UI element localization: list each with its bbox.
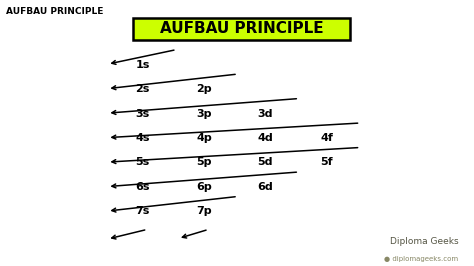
Text: ● diplomageeks.com: ● diplomageeks.com	[384, 256, 458, 262]
Text: 7s: 7s	[136, 206, 150, 217]
FancyBboxPatch shape	[133, 18, 350, 40]
Text: 2p: 2p	[196, 84, 212, 94]
Text: 5p: 5p	[196, 157, 212, 168]
Text: Diploma Geeks: Diploma Geeks	[390, 237, 458, 246]
Text: AUFBAU PRINCIPLE: AUFBAU PRINCIPLE	[6, 7, 103, 16]
Text: 6d: 6d	[257, 182, 273, 192]
Text: 4s: 4s	[136, 133, 150, 143]
Text: 7p: 7p	[196, 206, 212, 217]
Text: 2s: 2s	[136, 84, 150, 94]
Text: 6s: 6s	[136, 182, 150, 192]
Text: 3d: 3d	[257, 109, 273, 119]
Text: 3s: 3s	[136, 109, 150, 119]
Text: 5f: 5f	[320, 157, 333, 168]
Text: 5s: 5s	[136, 157, 150, 168]
Text: AUFBAU PRINCIPLE: AUFBAU PRINCIPLE	[160, 21, 324, 36]
Text: 4d: 4d	[257, 133, 273, 143]
Text: 4f: 4f	[320, 133, 333, 143]
Text: 6p: 6p	[196, 182, 212, 192]
Text: 1s: 1s	[136, 60, 150, 70]
Text: 4p: 4p	[196, 133, 212, 143]
Text: 3p: 3p	[196, 109, 212, 119]
Text: 5d: 5d	[257, 157, 273, 168]
